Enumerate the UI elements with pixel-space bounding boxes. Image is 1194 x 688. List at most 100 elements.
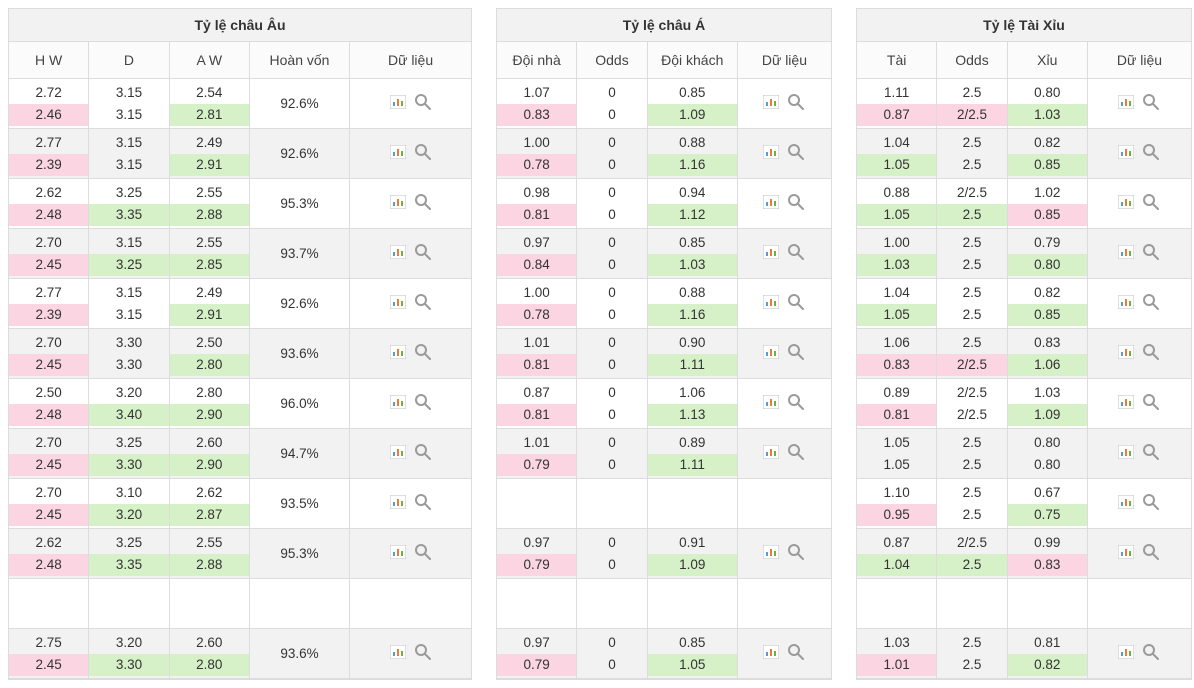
search-icon[interactable] [1142,343,1160,364]
search-icon[interactable] [1142,193,1160,214]
chart-icon[interactable] [763,445,779,462]
return-value: 93.5% [250,479,350,529]
search-icon[interactable] [414,93,432,114]
search-icon[interactable] [414,393,432,414]
value-cell: 0.870.81 [497,379,577,429]
chart-icon[interactable] [1118,645,1134,662]
table-row: 1.041.052.52.50.820.85 [857,279,1191,329]
search-icon[interactable] [1142,493,1160,514]
odds-value: 0.80 [1008,432,1087,454]
odds-value: 2.5 [937,654,1006,676]
value-cell: 2.542.81 [170,79,250,129]
ou-title: Tỷ lệ Tài Xỉu [857,9,1191,42]
chart-icon[interactable] [763,195,779,212]
search-icon[interactable] [787,393,805,414]
chart-icon[interactable] [1118,295,1134,312]
value-cell: 1.010.79 [497,429,577,479]
odds-value: 1.03 [1008,104,1087,126]
data-icons-cell [1088,179,1191,229]
search-icon[interactable] [787,143,805,164]
chart-icon[interactable] [763,95,779,112]
table-row: 1.100.952.52.50.670.75 [857,479,1191,529]
search-icon[interactable] [414,143,432,164]
chart-icon[interactable] [390,445,406,462]
search-icon[interactable] [787,293,805,314]
odds-value: 2.80 [170,354,249,376]
odds-value: 2.5 [937,232,1006,254]
chart-icon[interactable] [390,245,406,262]
return-value: 94.7% [250,429,350,479]
search-icon[interactable] [1142,243,1160,264]
data-icons-cell [350,529,471,579]
table-row: 0.970.84000.851.03 [497,229,831,279]
chart-icon[interactable] [390,95,406,112]
odds-value: 1.09 [1008,404,1087,426]
chart-icon[interactable] [390,145,406,162]
chart-icon[interactable] [1118,195,1134,212]
chart-icon[interactable] [763,545,779,562]
odds-value: 1.04 [857,554,936,576]
odds-value: 0.83 [857,354,936,376]
search-icon[interactable] [414,493,432,514]
chart-icon[interactable] [390,345,406,362]
chart-icon[interactable] [1118,445,1134,462]
chart-icon[interactable] [1118,345,1134,362]
search-icon[interactable] [414,443,432,464]
chart-icon[interactable] [1118,95,1134,112]
chart-icon[interactable] [763,295,779,312]
table-row: 1.041.052.52.50.820.85 [857,129,1191,179]
search-icon[interactable] [414,343,432,364]
value-cell: 1.000.78 [497,129,577,179]
empty-cell [250,579,350,629]
chart-icon[interactable] [1118,395,1134,412]
odds-value: 2.49 [170,282,249,304]
search-icon[interactable] [1142,393,1160,414]
value-cell: 2.702.45 [9,329,89,379]
value-cell: 0.810.82 [1008,629,1088,679]
search-icon[interactable] [1142,643,1160,664]
search-icon[interactable] [1142,93,1160,114]
search-icon[interactable] [787,643,805,664]
search-icon[interactable] [1142,443,1160,464]
odds-value: 1.11 [857,82,936,104]
value-cell: 1.031.01 [857,629,937,679]
chart-icon[interactable] [390,295,406,312]
chart-icon[interactable] [763,645,779,662]
value-cell: 2.602.80 [170,629,250,679]
chart-icon[interactable] [390,645,406,662]
table-row: 2.722.463.153.152.542.8192.6% [9,79,471,129]
search-icon[interactable] [1142,143,1160,164]
search-icon[interactable] [787,193,805,214]
search-icon[interactable] [787,243,805,264]
chart-icon[interactable] [763,145,779,162]
chart-icon[interactable] [1118,545,1134,562]
search-icon[interactable] [414,643,432,664]
chart-icon[interactable] [390,495,406,512]
search-icon[interactable] [414,543,432,564]
chart-icon[interactable] [763,395,779,412]
odds-value: 2.5 [937,282,1006,304]
odds-value: 0.94 [648,182,737,204]
chart-icon[interactable] [763,345,779,362]
chart-icon[interactable] [1118,245,1134,262]
chart-icon[interactable] [390,195,406,212]
search-icon[interactable] [414,193,432,214]
odds-value: 0.79 [497,454,576,476]
chart-icon[interactable] [390,395,406,412]
search-icon[interactable] [1142,293,1160,314]
odds-value: 1.05 [857,154,936,176]
chart-icon[interactable] [1118,495,1134,512]
search-icon[interactable] [787,93,805,114]
search-icon[interactable] [414,293,432,314]
chart-icon[interactable] [1118,145,1134,162]
search-icon[interactable] [414,243,432,264]
search-icon[interactable] [787,343,805,364]
data-icons-cell [738,329,831,379]
data-icons-cell [738,179,831,229]
chart-icon[interactable] [390,545,406,562]
search-icon[interactable] [787,443,805,464]
search-icon[interactable] [1142,543,1160,564]
chart-icon[interactable] [763,245,779,262]
search-icon[interactable] [787,543,805,564]
table-row: 0.970.79000.911.09 [497,529,831,579]
